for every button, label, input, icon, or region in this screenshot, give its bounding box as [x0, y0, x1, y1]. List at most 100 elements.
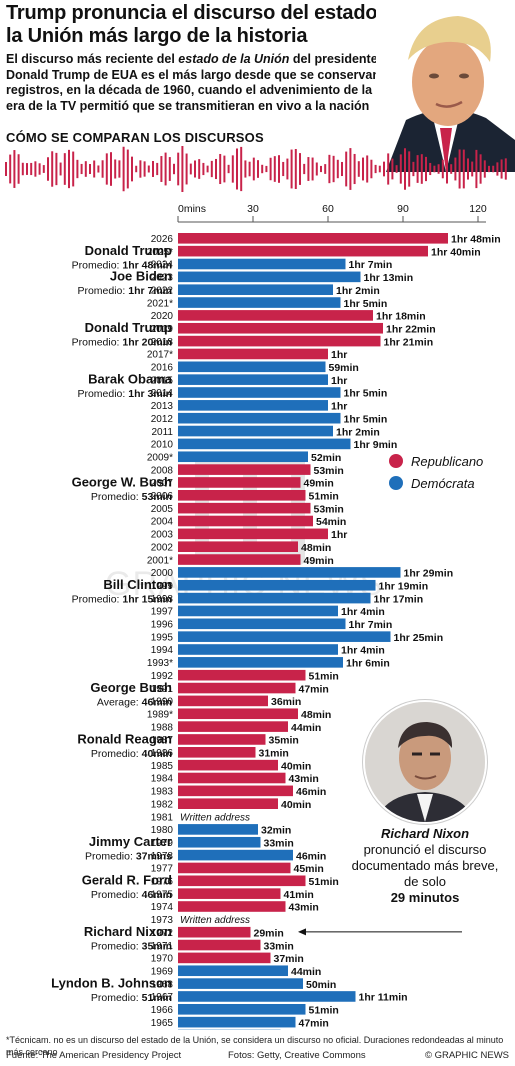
legend-item-republican: Republicano	[389, 450, 483, 472]
value-label: 40min	[281, 760, 311, 772]
value-label: 31min	[259, 748, 289, 760]
bar	[178, 926, 251, 938]
bar	[178, 657, 343, 668]
year-label: 1970	[151, 954, 174, 965]
year-label: 2011	[151, 427, 173, 438]
year-label: 2023	[151, 273, 174, 284]
bar	[178, 554, 301, 565]
year-label: 2007	[151, 478, 174, 489]
value-label: 1hr	[331, 349, 347, 361]
year-label: 1974	[151, 902, 174, 913]
sound-wave-decoration	[5, 146, 507, 192]
year-label: 1997	[151, 607, 174, 618]
value-label: 1hr 7min	[349, 259, 393, 271]
x-tick-label: 30	[247, 203, 259, 215]
year-label: 2006	[151, 491, 174, 502]
bar	[178, 824, 258, 835]
bar	[178, 759, 278, 771]
year-label: 1998	[151, 594, 174, 605]
year-label: 2000	[151, 568, 174, 579]
year-label: 2014	[151, 388, 174, 399]
year-label: 1972	[151, 928, 174, 939]
x-tick-label: 0mins	[178, 203, 206, 215]
year-label: 2021*	[147, 298, 173, 309]
source-credit: Fuente: The American Presidency Project	[6, 1050, 182, 1061]
bar	[178, 490, 306, 501]
year-label: 1965	[151, 1018, 174, 1029]
bar	[178, 284, 333, 295]
value-label: 33min	[264, 940, 294, 952]
value-label: 1hr 5min	[344, 388, 388, 400]
bar	[178, 387, 341, 398]
value-label: 59min	[329, 362, 359, 374]
value-label: 1hr 19min	[379, 580, 429, 592]
value-label: 43min	[289, 902, 319, 914]
value-label: 29min	[254, 927, 284, 939]
year-label: 1993*	[147, 658, 173, 669]
bar	[178, 1016, 296, 1028]
bar	[178, 515, 313, 527]
year-label: 1985	[151, 761, 174, 772]
bar	[178, 605, 338, 617]
president-name: Bill Clinton	[103, 577, 172, 592]
value-label: 48min	[301, 542, 331, 554]
year-label: 2015	[151, 375, 174, 386]
president-name: Joe Biden	[110, 269, 172, 284]
value-label: 40min	[281, 799, 311, 811]
footnote: *Técnicam. no es un discurso del estado …	[6, 1035, 504, 1057]
year-label: 2024	[151, 260, 174, 271]
year-label: 2013	[151, 401, 174, 412]
nixon-callout: Richard Nixon pronunció el discurso docu…	[345, 826, 505, 906]
president-name: Jimmy Carter	[89, 834, 172, 849]
value-label: 43min	[289, 773, 319, 785]
year-label: 2010	[151, 440, 174, 451]
nixon-callout-name: Richard Nixon	[380, 826, 470, 841]
president-average: Promedio: 35min	[91, 941, 172, 953]
year-label: 1981	[151, 812, 174, 823]
bar	[178, 618, 346, 630]
nixon-callout-text: pronunció el discurso documentado más br…	[351, 842, 499, 889]
bar	[178, 836, 261, 848]
year-label: 1977	[151, 864, 174, 875]
bar	[178, 374, 328, 385]
year-label: 1992	[151, 671, 174, 682]
bar	[178, 888, 281, 899]
year-label: 1994	[151, 645, 174, 656]
value-label: 1hr 4min	[341, 645, 385, 657]
bar	[178, 644, 338, 655]
value-label: 36min	[271, 696, 301, 708]
bar	[178, 412, 341, 424]
copyright: © GRAPHIC NEWS	[424, 1050, 509, 1061]
bar	[178, 322, 383, 334]
president-name: Richard Nixon	[84, 924, 172, 939]
president-name: George W. Bush	[72, 474, 172, 489]
president-average: Promedio: 1hr 3min	[77, 388, 172, 400]
intro-text: El discurso más reciente del estado de l…	[6, 52, 380, 113]
bar	[178, 978, 303, 989]
year-label: 1982	[151, 799, 174, 810]
x-tick-label: 60	[322, 203, 334, 215]
value-label: 44min	[291, 966, 321, 978]
bar	[178, 348, 328, 360]
year-label: 2003	[151, 530, 174, 541]
president-name: Gerald R. Ford	[82, 873, 172, 888]
value-label: 53min	[314, 503, 344, 515]
nixon-photo	[363, 700, 487, 824]
year-label: 1995	[151, 632, 174, 643]
value-label: 47min	[299, 1017, 329, 1029]
value-label: 51min	[309, 1005, 339, 1017]
year-label: 1991	[151, 684, 174, 695]
year-label: 2019	[151, 324, 174, 335]
president-average: Promedio: 46min	[91, 889, 172, 901]
value-label: 54min	[316, 516, 346, 528]
value-label: 47min	[299, 683, 329, 695]
president-average: Average: 46min	[97, 696, 172, 708]
year-label: 2017*	[147, 350, 173, 361]
year-label: 1966	[151, 1005, 174, 1016]
year-label: 2022	[151, 285, 174, 296]
legend: Republicano Demócrata	[389, 450, 483, 494]
year-label: 1989*	[147, 709, 173, 720]
bar	[178, 502, 311, 514]
year-label: 2009*	[147, 452, 173, 463]
value-label: 53min	[314, 465, 344, 477]
